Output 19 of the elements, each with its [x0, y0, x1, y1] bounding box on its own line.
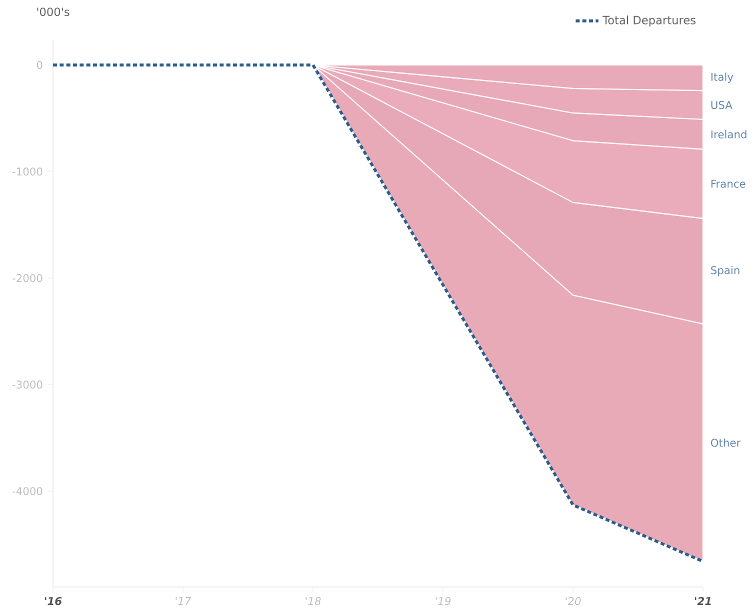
- series-label: USA: [711, 100, 732, 109]
- y-tick-label: -1000: [12, 168, 42, 176]
- series-label: France: [711, 180, 746, 188]
- series-label: Italy: [711, 72, 734, 83]
- y-tick-label: 0: [36, 60, 42, 70]
- x-tick-label: '16: [44, 597, 62, 606]
- series-label: Spain: [711, 266, 740, 276]
- series-label: Other: [710, 438, 741, 447]
- y-tick-label: -4000: [12, 487, 42, 496]
- series-label: Ireland: [711, 130, 746, 138]
- y-axis-title: '000's: [37, 8, 70, 16]
- legend-label: Total Departures: [602, 16, 696, 27]
- x-tick-label: '20: [566, 597, 581, 606]
- y-tick-label: -3000: [12, 380, 42, 389]
- x-tick-label: '17: [176, 597, 192, 605]
- x-tick-label: '18: [306, 597, 321, 606]
- y-tick-label: -2000: [12, 274, 42, 282]
- x-tick-label: '21: [694, 597, 711, 605]
- x-tick-label: '19: [436, 597, 451, 606]
